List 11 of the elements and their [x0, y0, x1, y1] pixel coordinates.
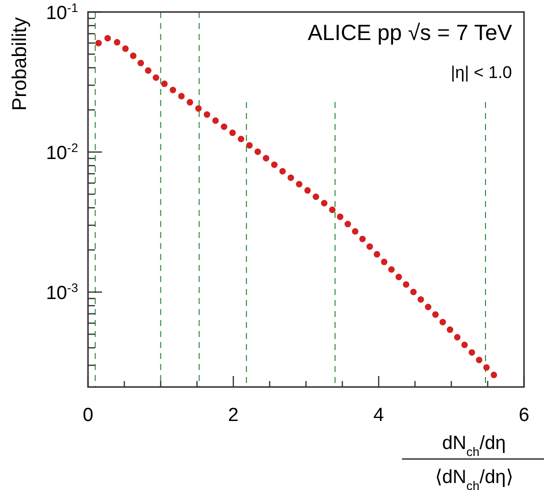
y-axis-title: Probability — [9, 17, 31, 111]
y-tick-label: 10$^{-1}$ — [46, 1, 78, 24]
annotation: |η| < 1.0 — [450, 63, 512, 82]
x-tick-label: 6 — [518, 405, 530, 426]
x-tick-label: 2 — [228, 405, 239, 426]
y-tick-label: 10$^{-2}$ — [46, 141, 78, 164]
x-axis-title: dN$_{ch}$/dη ⟨dN$_{ch}$/dη⟩ — [435, 433, 513, 490]
x-tick-label: 0 — [82, 405, 94, 426]
annotation: ALICE pp √s = 7 TeV — [308, 20, 512, 45]
y-tick-label: 10$^{-3}$ — [46, 281, 78, 304]
x-tick-label: 4 — [373, 405, 384, 426]
